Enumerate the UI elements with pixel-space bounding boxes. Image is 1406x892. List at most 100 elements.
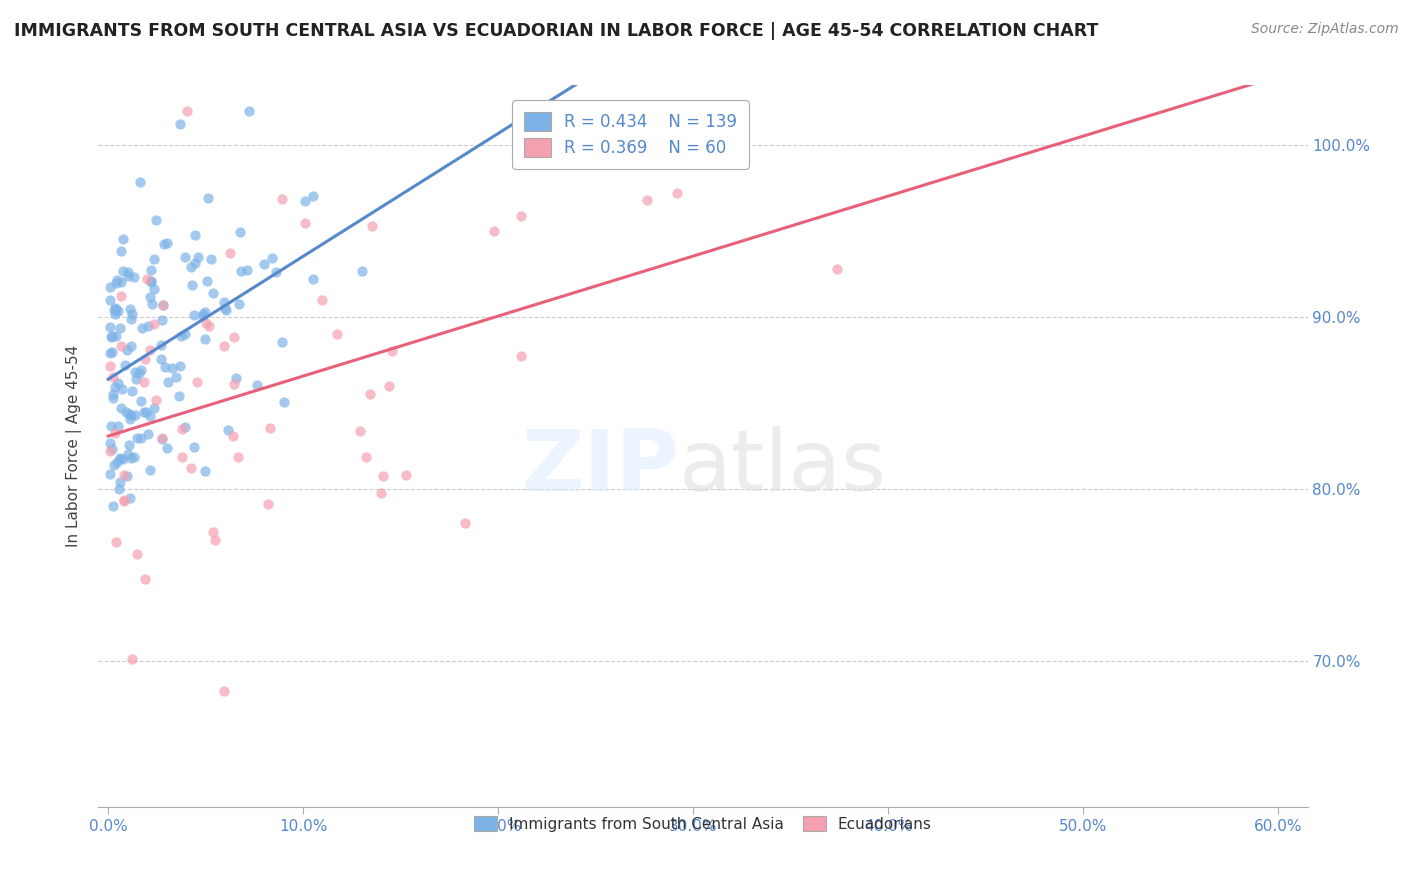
Point	[101, 329, 124, 343]
Point	[104, 276, 127, 290]
Point	[104, 380, 127, 394]
Point	[150, 431, 173, 445]
Point	[200, 252, 222, 267]
Point	[371, 468, 394, 483]
Point	[103, 458, 125, 473]
Point	[128, 367, 150, 381]
Point	[194, 332, 217, 346]
Text: atlas: atlas	[679, 426, 887, 509]
Point	[186, 375, 208, 389]
Point	[98, 319, 121, 334]
Point	[107, 419, 129, 434]
Point	[167, 389, 190, 403]
Point	[118, 438, 141, 452]
Point	[195, 274, 218, 288]
Point	[118, 491, 141, 506]
Point	[121, 307, 143, 321]
Point	[359, 387, 381, 401]
Point	[124, 372, 146, 386]
Point	[349, 424, 371, 438]
Point	[110, 338, 132, 352]
Point	[221, 429, 243, 443]
Point	[131, 321, 153, 335]
Point	[236, 263, 259, 277]
Point	[107, 304, 129, 318]
Point	[108, 452, 131, 467]
Point	[229, 263, 252, 277]
Point	[112, 452, 135, 467]
Point	[114, 404, 136, 418]
Point	[212, 295, 235, 310]
Text: IMMIGRANTS FROM SOUTH CENTRAL ASIA VS ECUADORIAN IN LABOR FORCE | AGE 45-54 CORR: IMMIGRANTS FROM SOUTH CENTRAL ASIA VS EC…	[14, 22, 1098, 40]
Point	[124, 408, 146, 422]
Point	[350, 264, 373, 278]
Point	[150, 313, 173, 327]
Point	[136, 426, 159, 441]
Point	[354, 450, 377, 464]
Point	[534, 143, 557, 157]
Point	[155, 359, 177, 374]
Point	[122, 270, 145, 285]
Point	[381, 343, 404, 358]
Point	[120, 311, 142, 326]
Point	[170, 329, 193, 343]
Point	[246, 378, 269, 392]
Point	[197, 191, 219, 205]
Point	[129, 394, 152, 409]
Point	[509, 349, 531, 363]
Point	[222, 377, 245, 392]
Point	[110, 244, 132, 259]
Point	[143, 252, 166, 267]
Point	[122, 450, 145, 464]
Point	[104, 301, 127, 316]
Point	[136, 272, 159, 286]
Point	[112, 264, 135, 278]
Point	[112, 493, 135, 508]
Point	[132, 375, 155, 389]
Point	[136, 319, 159, 334]
Point	[152, 236, 174, 251]
Point	[225, 370, 247, 384]
Point	[394, 468, 416, 483]
Point	[104, 535, 127, 549]
Point	[666, 186, 689, 201]
Point	[101, 391, 124, 405]
Point	[165, 369, 187, 384]
Point	[172, 450, 194, 465]
Point	[110, 275, 132, 289]
Point	[256, 497, 278, 511]
Point	[129, 431, 152, 445]
Point	[110, 451, 132, 466]
Point	[103, 302, 125, 317]
Point	[141, 274, 163, 288]
Point	[509, 209, 531, 223]
Point	[120, 339, 142, 353]
Point	[100, 442, 122, 456]
Point	[121, 651, 143, 665]
Point	[180, 278, 202, 293]
Point	[108, 482, 131, 496]
Legend: Immigrants from South Central Asia, Ecuadorians: Immigrants from South Central Asia, Ecua…	[467, 808, 939, 839]
Point	[150, 432, 173, 446]
Point	[101, 370, 124, 384]
Point	[98, 467, 121, 482]
Point	[184, 228, 207, 243]
Point	[252, 257, 274, 271]
Point	[98, 293, 121, 307]
Point	[226, 450, 249, 464]
Point	[193, 307, 215, 321]
Point	[214, 683, 236, 698]
Point	[128, 175, 150, 189]
Point	[172, 422, 194, 436]
Point	[195, 316, 218, 330]
Point	[187, 250, 209, 264]
Point	[183, 309, 205, 323]
Point	[454, 516, 477, 530]
Point	[326, 327, 349, 342]
Point	[110, 401, 132, 416]
Point	[191, 309, 214, 323]
Point	[98, 345, 121, 359]
Point	[112, 467, 135, 482]
Point	[198, 319, 221, 334]
Point	[173, 326, 195, 341]
